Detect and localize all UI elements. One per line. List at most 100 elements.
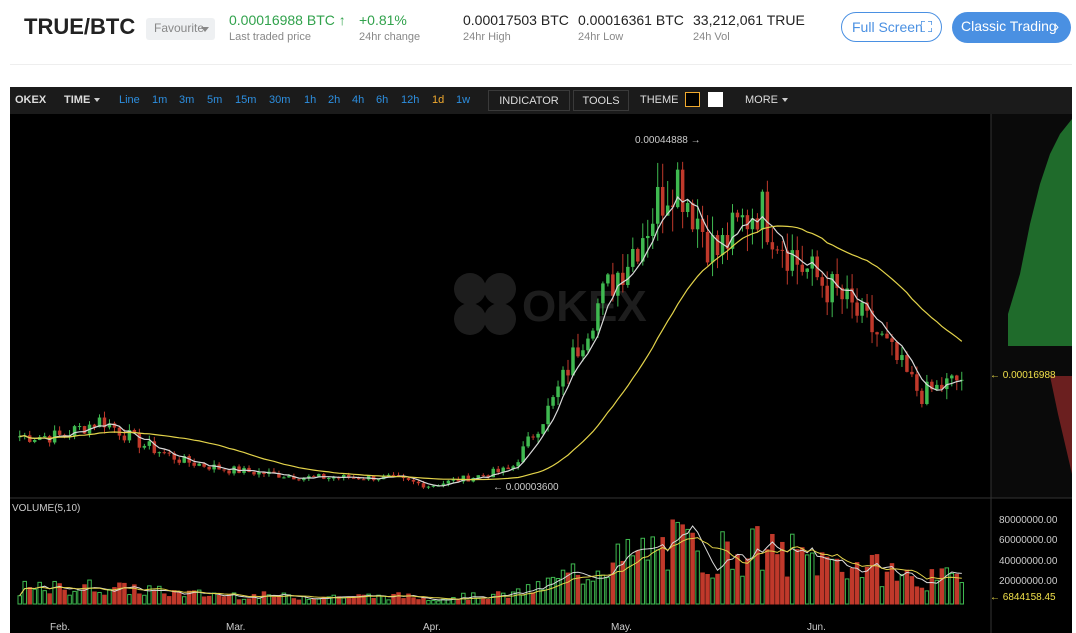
volume-bar <box>251 594 257 605</box>
volume-bar <box>904 569 910 605</box>
candle-body <box>770 242 775 250</box>
volume-bar <box>301 595 307 605</box>
candle-body <box>521 446 525 463</box>
candle-body <box>591 330 595 339</box>
chart-container[interactable]: OKEX TIME Line 1m 3m 5m 15m 30m 1h 2h 4h… <box>10 87 1072 633</box>
volume-bar <box>416 599 421 605</box>
candle-body <box>391 474 396 476</box>
low-stat: 0.00016361 BTC 24hr Low <box>578 12 684 43</box>
candle-body <box>386 474 391 476</box>
interval-1h[interactable]: 1h <box>304 94 317 106</box>
candle-body <box>426 486 431 488</box>
volume-bar <box>316 598 322 605</box>
more-menu[interactable]: MORE <box>745 94 788 106</box>
candle-body <box>496 468 500 473</box>
candle-body <box>162 452 167 454</box>
volume-bar <box>436 600 441 605</box>
volume-bar <box>62 589 67 605</box>
volume-bar <box>715 573 720 605</box>
indicator-button[interactable]: INDICATOR <box>488 90 570 111</box>
low-label: 24hr Low <box>578 31 624 43</box>
volume-bar <box>934 579 940 605</box>
interval-2h[interactable]: 2h <box>328 94 341 106</box>
candle-body <box>82 426 87 434</box>
volume-bar <box>550 576 556 605</box>
candle-body <box>760 191 765 230</box>
volume-bar <box>680 524 685 605</box>
volume-bar <box>147 585 152 605</box>
volume-bar <box>211 592 217 605</box>
volume-bar <box>296 599 302 605</box>
volume-title: VOLUME(5,10) <box>12 503 80 514</box>
candle-body <box>775 249 780 251</box>
interval-3m[interactable]: 3m <box>179 94 195 106</box>
interval-1w[interactable]: 1w <box>456 94 471 106</box>
candle-body <box>835 274 839 288</box>
candle-body <box>192 462 196 466</box>
volume-bar <box>805 554 810 605</box>
volume-bar <box>909 576 915 605</box>
volume-bar <box>545 577 551 605</box>
candle-body <box>646 235 650 239</box>
interval-5m[interactable]: 5m <box>207 94 223 106</box>
interval-30m[interactable]: 30m <box>269 94 291 106</box>
interval-1d[interactable]: 1d <box>432 94 445 106</box>
candle-body <box>227 470 231 474</box>
volume-bar <box>535 581 541 605</box>
candle-body <box>317 474 321 477</box>
volume-bar <box>127 594 132 605</box>
candle-body <box>57 430 62 435</box>
candle-body <box>307 476 311 478</box>
candle-body <box>232 466 236 474</box>
tools-button[interactable]: TOOLS <box>573 90 629 111</box>
candle-body <box>506 467 510 470</box>
full-screen-label: Full Screen <box>852 19 923 35</box>
theme-label: THEME <box>640 94 679 106</box>
full-screen-button[interactable]: Full Screen <box>841 12 942 42</box>
candle-body <box>356 477 361 480</box>
interval-4h[interactable]: 4h <box>352 94 365 106</box>
candle-body <box>860 302 864 316</box>
chart-canvas[interactable]: OKEX 0.00044888 → ← 0.00003600 ← 0.00016… <box>10 114 1072 633</box>
candle-body <box>915 374 919 391</box>
theme-light-swatch[interactable] <box>708 92 723 107</box>
candle-body <box>546 405 550 425</box>
volume-bar <box>117 582 122 605</box>
volume-bar <box>849 567 855 605</box>
candle-body <box>97 417 102 428</box>
volume-bar <box>371 598 376 605</box>
x-tick-feb: Feb. <box>50 622 70 633</box>
classic-trading-button[interactable]: Classic Trading › <box>952 12 1071 43</box>
interval-1m[interactable]: 1m <box>152 94 168 106</box>
volume-bar <box>102 594 107 605</box>
interval-line[interactable]: Line <box>119 94 140 106</box>
volume-bar <box>864 566 870 605</box>
candle-body <box>785 250 790 271</box>
volume-bar <box>590 580 596 605</box>
candle-body <box>900 355 904 361</box>
interval-15m[interactable]: 15m <box>235 94 257 106</box>
interval-12h[interactable]: 12h <box>401 94 420 106</box>
candle-body <box>486 475 491 478</box>
change-value: +0.81% <box>359 12 407 28</box>
volume-bar <box>92 591 97 605</box>
volume-bar <box>246 598 252 605</box>
volume-bar <box>520 594 526 605</box>
theme-dark-swatch[interactable] <box>685 92 700 107</box>
volume-bar <box>675 521 680 605</box>
header-divider <box>10 64 1072 65</box>
interval-6h[interactable]: 6h <box>376 94 389 106</box>
volume-bar <box>770 533 775 605</box>
volume-bar <box>176 592 182 605</box>
volume-bar <box>356 594 361 605</box>
candle-body <box>690 202 695 230</box>
volume-bar <box>750 528 755 605</box>
candle-body <box>376 479 381 481</box>
favourite-dropdown[interactable]: Favourite <box>146 18 215 40</box>
market-header: TRUE/BTC Favourite 0.00016988 BTC ↑ Last… <box>0 0 1076 64</box>
time-menu[interactable]: TIME <box>64 94 101 106</box>
volume-tick-40m: 40000000.00 <box>999 556 1058 567</box>
volume-bar <box>27 587 32 605</box>
candle-body <box>202 463 206 467</box>
volume-bar <box>406 593 411 605</box>
